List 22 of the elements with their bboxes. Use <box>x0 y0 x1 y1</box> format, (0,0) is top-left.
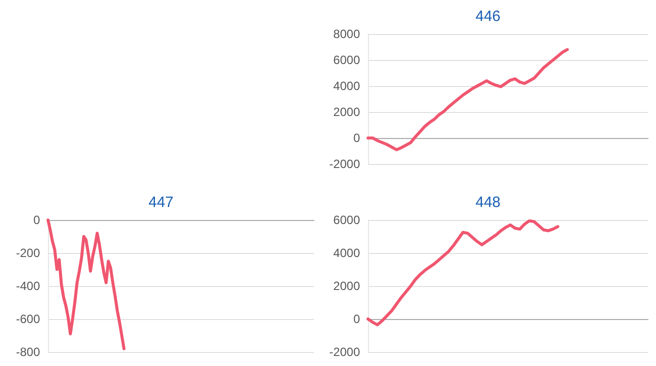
y-tick-label: 4000 <box>333 79 360 93</box>
chart-title: 448 <box>475 194 501 211</box>
y-tick-label: 8000 <box>333 27 360 41</box>
y-tick-label: 6000 <box>333 213 360 227</box>
line-series <box>46 218 126 350</box>
y-tick-label: 0 <box>353 131 360 145</box>
y-tick-label: 0 <box>33 213 40 227</box>
y-tick-label: 6000 <box>333 53 360 67</box>
y-tick-label: -800 <box>16 345 40 359</box>
chart-title: 446 <box>475 8 501 25</box>
chart-title: 447 <box>148 194 174 211</box>
line-series <box>366 48 569 152</box>
y-tick-label: -600 <box>16 312 40 326</box>
y-tick-label: 2000 <box>333 279 360 293</box>
y-tick-label: -400 <box>16 279 40 293</box>
line-series <box>366 219 560 326</box>
y-tick-label: -2000 <box>329 157 360 171</box>
y-tick-label: 0 <box>353 312 360 326</box>
y-tick-label: -2000 <box>329 345 360 359</box>
y-tick-label: 2000 <box>333 105 360 119</box>
y-tick-label: 4000 <box>333 246 360 260</box>
y-tick-label: -200 <box>16 246 40 260</box>
